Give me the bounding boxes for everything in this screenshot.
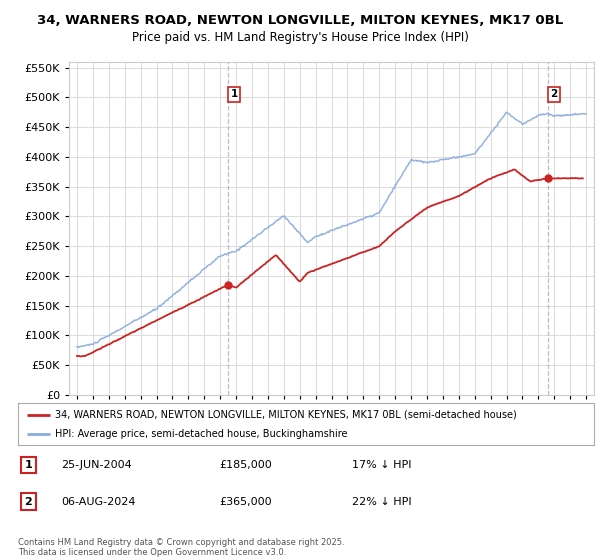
Text: 1: 1 xyxy=(25,460,32,470)
Text: £185,000: £185,000 xyxy=(220,460,272,470)
Text: HPI: Average price, semi-detached house, Buckinghamshire: HPI: Average price, semi-detached house,… xyxy=(55,429,348,439)
Text: Contains HM Land Registry data © Crown copyright and database right 2025.
This d: Contains HM Land Registry data © Crown c… xyxy=(18,538,344,557)
Text: 06-AUG-2024: 06-AUG-2024 xyxy=(61,497,136,507)
Text: £365,000: £365,000 xyxy=(220,497,272,507)
Text: Price paid vs. HM Land Registry's House Price Index (HPI): Price paid vs. HM Land Registry's House … xyxy=(131,31,469,44)
Text: 1: 1 xyxy=(230,90,238,99)
Text: 17% ↓ HPI: 17% ↓ HPI xyxy=(352,460,412,470)
Text: 2: 2 xyxy=(25,497,32,507)
Text: 34, WARNERS ROAD, NEWTON LONGVILLE, MILTON KEYNES, MK17 0BL (semi-detached house: 34, WARNERS ROAD, NEWTON LONGVILLE, MILT… xyxy=(55,409,517,419)
Text: 25-JUN-2004: 25-JUN-2004 xyxy=(61,460,132,470)
Text: 22% ↓ HPI: 22% ↓ HPI xyxy=(352,497,412,507)
Text: 2: 2 xyxy=(550,90,557,99)
Text: 34, WARNERS ROAD, NEWTON LONGVILLE, MILTON KEYNES, MK17 0BL: 34, WARNERS ROAD, NEWTON LONGVILLE, MILT… xyxy=(37,14,563,27)
